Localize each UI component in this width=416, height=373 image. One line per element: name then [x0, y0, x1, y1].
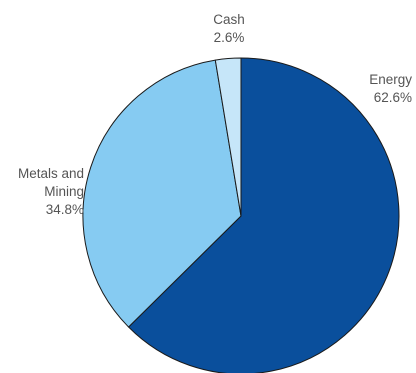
pie-labels: Energy 62.6% Metals and Mining 34.8% Cash 2.6% [18, 12, 412, 217]
slice-category-label: Energy [369, 72, 412, 87]
slice-category-label: Metals and [18, 166, 84, 181]
pie-slices [82, 57, 400, 373]
pie-slice-metals-and-mining [82, 59, 242, 328]
slice-value-label: 62.6% [374, 90, 412, 105]
slice-label-metals-and-mining: Metals and Mining 34.8% [18, 166, 84, 217]
slice-label-energy: Energy 62.6% [369, 72, 412, 105]
pie-slice-energy [128, 57, 400, 373]
pie-slice-cash [214, 57, 242, 217]
slice-category-label: Cash [213, 12, 245, 27]
slice-value-label: 34.8% [46, 202, 84, 217]
slice-label-cash: Cash 2.6% [213, 12, 245, 45]
slice-value-label: 2.6% [214, 30, 245, 45]
slice-category-label: Mining [44, 184, 84, 199]
